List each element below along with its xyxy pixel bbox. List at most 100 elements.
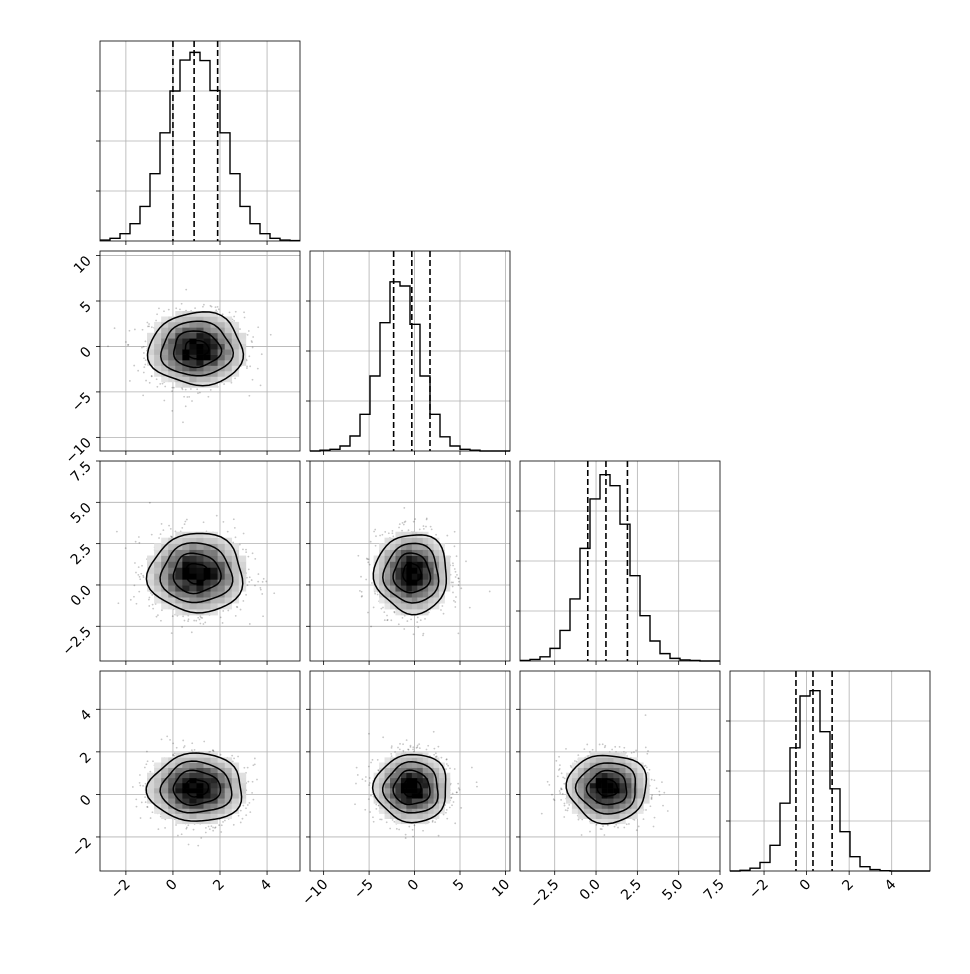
density-cell (175, 381, 183, 388)
density-cell (571, 762, 579, 768)
density-cell (231, 354, 240, 361)
density-cell (379, 762, 385, 768)
density-cell (238, 338, 247, 345)
density-cell (154, 767, 162, 774)
density-cell (390, 543, 396, 550)
sample-point (246, 365, 248, 368)
density-cell (428, 767, 434, 774)
sample-point (214, 827, 216, 829)
density-cell (444, 777, 451, 784)
density-cell (411, 537, 418, 544)
sample-point (457, 577, 460, 580)
density-cell (444, 579, 451, 586)
sample-point (451, 804, 453, 807)
density-cell (400, 767, 407, 774)
sample-point (248, 580, 251, 583)
density-cell (224, 354, 233, 361)
density-cell (577, 808, 585, 814)
sample-point (602, 825, 604, 828)
pair-panel-content (100, 251, 300, 451)
density-cell (154, 808, 162, 814)
sample-point (232, 823, 235, 826)
density-cell (175, 767, 183, 774)
density-cell (210, 561, 218, 568)
density-cell (182, 316, 190, 323)
density-cell (577, 788, 585, 794)
density-cell (210, 381, 218, 388)
density-cell (607, 803, 614, 809)
density-cell (433, 808, 440, 814)
sample-point (150, 375, 153, 378)
sample-point (434, 752, 437, 755)
density-cell (175, 349, 183, 355)
density-cell (643, 788, 650, 794)
density-cell (210, 793, 218, 799)
sample-point (211, 749, 214, 752)
sample-point (642, 818, 645, 820)
sample-point (150, 326, 153, 329)
density-cell (175, 316, 183, 323)
density-cell (422, 793, 429, 799)
density-cell (231, 332, 240, 339)
density-cell (384, 603, 391, 610)
density-cell (444, 585, 451, 592)
density-cell (154, 788, 162, 794)
density-cell (238, 793, 247, 799)
sample-point (137, 573, 140, 576)
sample-point (658, 794, 661, 796)
sample-point (226, 530, 229, 533)
sample-point (370, 794, 372, 797)
sample-point (159, 815, 162, 818)
density-cell (637, 788, 644, 794)
sample-point (386, 619, 389, 621)
density-cell (217, 808, 226, 814)
density-cell (384, 567, 391, 574)
sample-point (203, 740, 206, 743)
sample-point (418, 747, 421, 749)
sample-point (155, 319, 158, 322)
density-cell (189, 365, 197, 372)
density-cell (422, 573, 429, 580)
density-cell (217, 360, 226, 366)
sample-point (450, 797, 452, 799)
sample-point (230, 381, 233, 384)
sample-point (148, 501, 151, 504)
density-cell (210, 365, 218, 372)
sample-point (376, 593, 379, 596)
density-cell (390, 579, 396, 586)
sample-point (365, 557, 368, 560)
sample-point (644, 714, 647, 717)
sample-point (222, 521, 225, 523)
panel-frame (519, 670, 721, 872)
density-cell (400, 543, 407, 550)
density-cell (203, 543, 211, 550)
density-cell (168, 597, 176, 604)
density-cell (231, 327, 240, 334)
sample-point (248, 623, 251, 625)
sample-point (431, 819, 434, 822)
sample-point (144, 340, 147, 343)
sample-point (234, 614, 237, 617)
sample-point (372, 816, 374, 819)
sample-point (468, 606, 471, 609)
contour-level-1 (172, 330, 223, 369)
sample-point (257, 326, 260, 329)
sample-point (248, 801, 251, 804)
sample-point (181, 526, 184, 529)
y-tick-label-1-1: −5 (69, 389, 95, 415)
density-cell (196, 585, 204, 592)
density-cell (217, 762, 226, 768)
density-cell (182, 603, 190, 610)
density-cell (147, 772, 155, 779)
density-cell (224, 332, 233, 339)
density-cell (607, 788, 614, 794)
sample-point (163, 310, 165, 313)
density-cell (400, 757, 407, 763)
sample-point (645, 766, 648, 769)
density-cell (601, 818, 608, 825)
sample-point (253, 757, 256, 760)
density-cell (203, 555, 211, 562)
density-cell (406, 782, 413, 789)
density-cell (210, 555, 218, 562)
density-cell (147, 360, 155, 366)
